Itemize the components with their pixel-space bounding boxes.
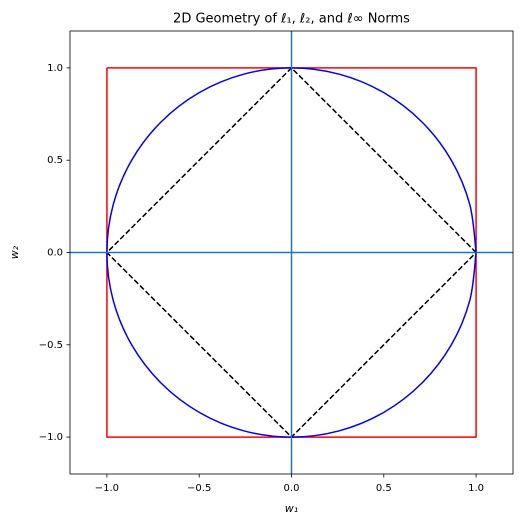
y-tick-label: −0.5 [39,340,63,351]
x-axis-label: w₁ [285,502,298,515]
x-tick-label: 0.5 [376,483,392,494]
y-tick-label: 0.0 [47,248,63,259]
y-axis-label: w₂ [8,245,21,259]
y-tick-label: 1.0 [47,63,63,74]
x-tick-label: −1.0 [95,483,119,494]
plot-frame [69,30,514,475]
x-tick-label: 0.0 [284,483,300,494]
y-tick-label: 0.5 [47,155,63,166]
x-tick-label: 1.0 [468,483,484,494]
x-tick-label: −0.5 [187,483,211,494]
chart-title: 2D Geometry of ℓ₁, ℓ₂, and ℓ∞ Norms [173,12,410,27]
y-tick-label: −1.0 [39,432,63,443]
series-line [106,67,477,438]
